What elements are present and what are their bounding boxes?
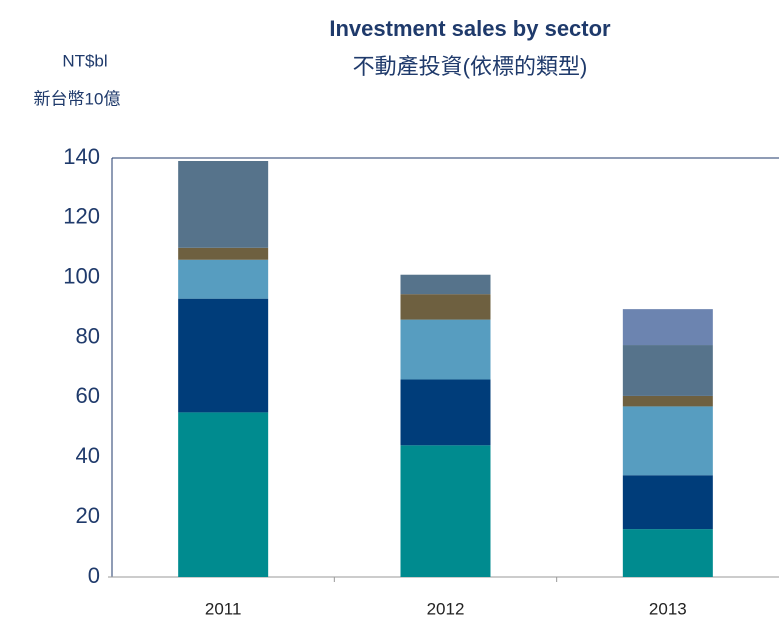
bar-segment xyxy=(400,294,491,320)
bar-segment xyxy=(178,298,269,413)
y-axis-label: NT$bl xyxy=(62,51,107,70)
y-tick-label: 40 xyxy=(76,443,100,468)
y-tick-label: 60 xyxy=(76,383,100,408)
chart-subtitle: 不動產投資(依標的類型) xyxy=(353,54,588,79)
bar-segment xyxy=(178,160,269,248)
bar-segment xyxy=(400,445,491,577)
y-tick-label: 0 xyxy=(88,563,100,588)
y-tick-label: 100 xyxy=(63,264,100,289)
x-tick-label: 2012 xyxy=(427,599,465,618)
bar-segment xyxy=(178,412,269,577)
bar-segment xyxy=(400,319,491,380)
bar-segment xyxy=(178,247,269,260)
x-tick-label: 2013 xyxy=(649,599,687,618)
bar-segment xyxy=(622,309,713,346)
y-tick-label: 20 xyxy=(76,503,100,528)
bar-segment xyxy=(622,529,713,577)
bar-segment xyxy=(622,475,713,530)
bar-segment xyxy=(178,259,269,299)
bar-segment xyxy=(622,406,713,476)
x-tick-label: 2011 xyxy=(205,599,242,618)
chart-title: Investment sales by sector xyxy=(329,16,611,41)
y-tick-label: 80 xyxy=(76,323,100,348)
bar-segment xyxy=(622,395,713,407)
bar-segment xyxy=(400,379,491,446)
bar-segment xyxy=(622,345,713,396)
bar-segment xyxy=(400,274,491,295)
y-tick-label: 140 xyxy=(63,144,100,169)
y-axis-label-secondary: 新台幣10億 xyxy=(34,89,121,108)
y-tick-label: 120 xyxy=(63,204,100,229)
